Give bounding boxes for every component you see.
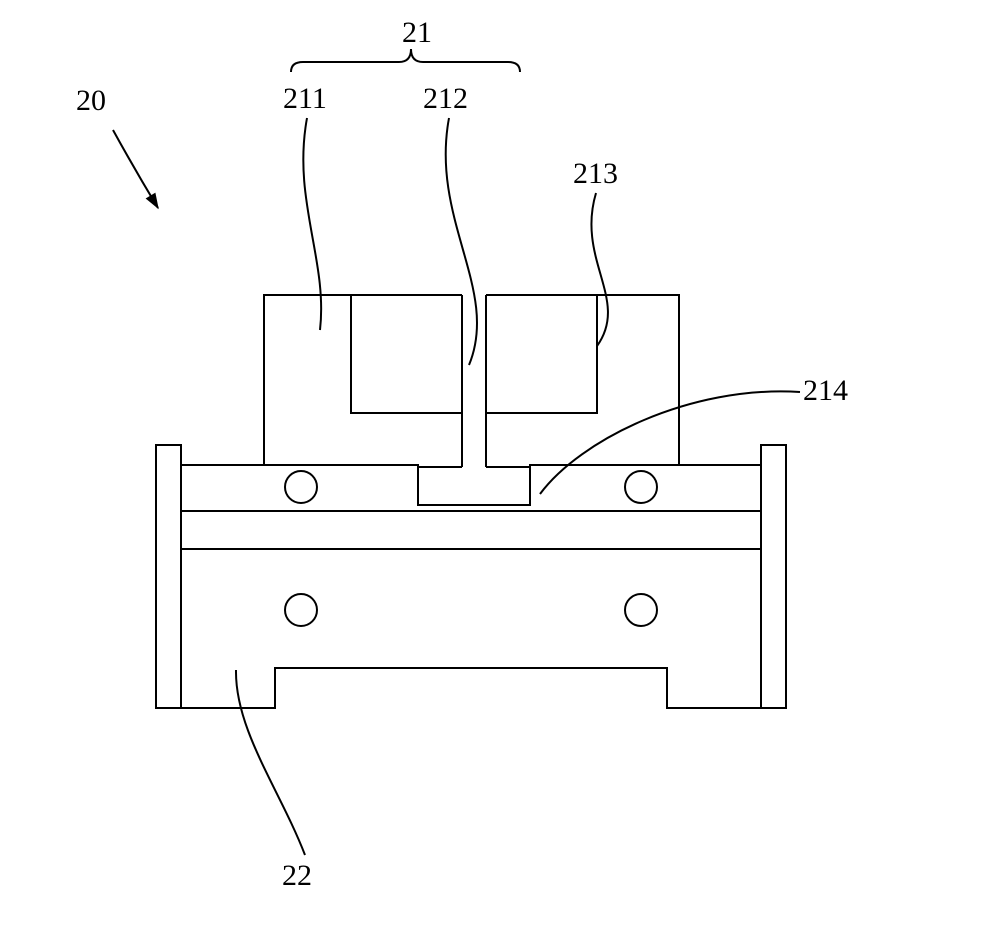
leader-from213 (591, 193, 608, 346)
label-212: 212 (423, 82, 468, 115)
label-22: 22 (282, 859, 312, 892)
right-recess (486, 295, 597, 413)
arrow-20-head (146, 193, 158, 208)
label-20: 20 (76, 84, 106, 117)
label-211: 211 (283, 82, 327, 115)
left-recess (351, 295, 462, 413)
label-21: 21 (402, 16, 432, 49)
hole-upper-left (285, 471, 317, 503)
technical-diagram: 20 21 211 212 213 214 22 (0, 0, 1000, 952)
leader-from211 (303, 118, 321, 330)
brace-21 (291, 49, 520, 72)
label-213: 213 (573, 157, 618, 190)
right-arm (761, 445, 786, 708)
hole-upper-right (625, 471, 657, 503)
leader-from22 (236, 670, 305, 855)
label-214: 214 (803, 374, 848, 407)
lower-body-outline (181, 549, 761, 708)
hole-lower-left (285, 594, 317, 626)
left-arm (156, 445, 181, 708)
upper-block-outline (264, 295, 679, 505)
hole-lower-right (625, 594, 657, 626)
